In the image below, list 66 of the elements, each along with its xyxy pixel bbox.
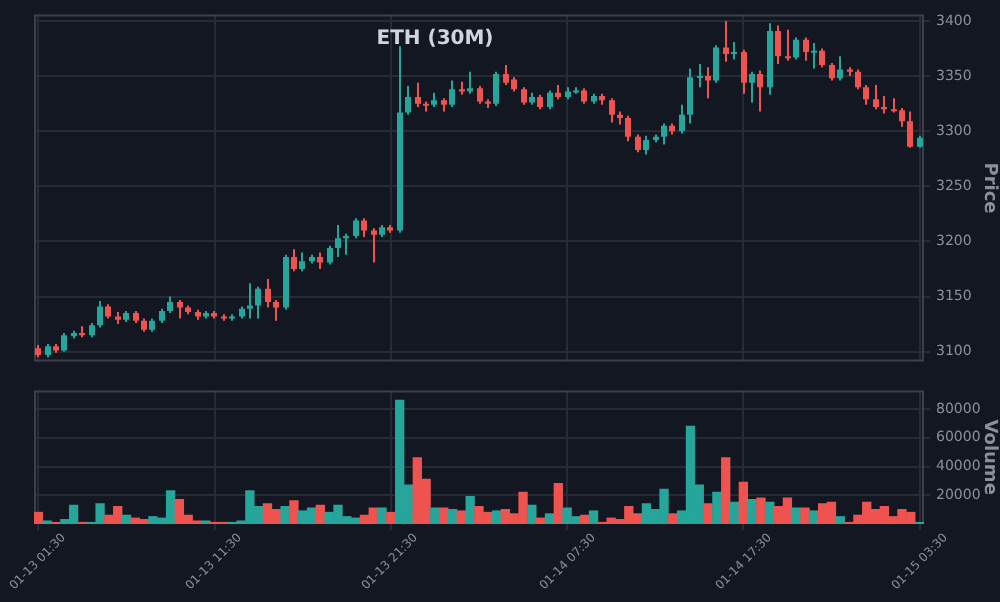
bar	[280, 506, 290, 524]
bar	[359, 514, 370, 524]
bar	[34, 511, 44, 524]
candlestick	[785, 29, 791, 61]
bar	[395, 399, 405, 524]
bar	[68, 504, 79, 524]
bar	[174, 498, 185, 524]
bar	[588, 510, 599, 524]
text: ETH (30M)	[376, 28, 494, 50]
bar	[333, 504, 343, 524]
bar	[729, 501, 740, 524]
bar	[474, 506, 484, 524]
candlestick	[343, 233, 349, 255]
bar	[536, 517, 546, 524]
bar	[685, 425, 696, 524]
bar	[500, 508, 511, 524]
bar	[641, 503, 652, 524]
bar	[527, 504, 537, 524]
bar	[659, 488, 669, 524]
bar	[121, 514, 132, 524]
bar	[377, 507, 387, 524]
bar	[870, 508, 881, 524]
bar	[104, 514, 114, 524]
bar	[518, 491, 528, 524]
bar	[580, 514, 590, 524]
bar	[826, 501, 837, 524]
bar	[148, 516, 158, 524]
bar	[315, 504, 326, 524]
bar	[306, 507, 317, 524]
bar	[439, 507, 449, 524]
bar	[800, 507, 810, 524]
bar	[298, 510, 308, 524]
candlestick	[881, 95, 887, 114]
bar	[262, 503, 273, 524]
bar	[465, 496, 475, 524]
candlestick	[697, 64, 703, 88]
bar	[386, 511, 396, 524]
y-axis-title: Volume	[978, 419, 999, 495]
bar	[491, 510, 502, 524]
bar	[632, 513, 643, 524]
bar	[447, 508, 458, 524]
y-axis-title: Price	[978, 162, 999, 214]
bar	[553, 483, 563, 524]
bar	[809, 510, 819, 524]
candlestick	[731, 41, 737, 60]
bar	[835, 516, 845, 524]
bar	[562, 507, 572, 524]
bar	[818, 503, 828, 524]
bar	[668, 513, 678, 524]
bar	[289, 500, 299, 524]
bar	[95, 503, 105, 524]
bar	[721, 457, 731, 524]
bar	[782, 497, 793, 524]
candlestick	[811, 43, 817, 69]
bar	[756, 497, 766, 524]
bar	[165, 490, 176, 524]
bar	[350, 517, 361, 524]
bar	[712, 491, 722, 524]
bar	[879, 506, 890, 524]
bar	[456, 510, 467, 524]
bar	[703, 503, 713, 524]
bar	[765, 501, 775, 524]
candlestick	[247, 283, 253, 319]
bar	[544, 513, 555, 524]
bar	[430, 507, 440, 524]
bar	[738, 481, 749, 524]
